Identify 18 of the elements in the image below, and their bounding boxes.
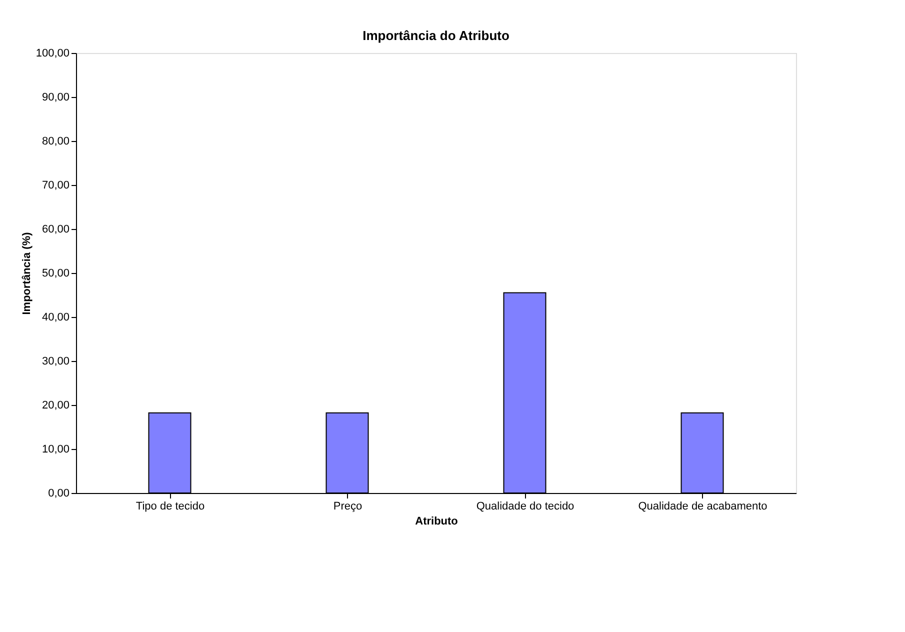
y-tick-label: 30,00 (42, 356, 70, 368)
x-tick-label: Preço (333, 500, 362, 512)
y-tick-label: 10,00 (42, 444, 70, 456)
y-tick-label: 40,00 (42, 312, 70, 324)
x-tick-label: Qualidade do tecido (476, 500, 574, 512)
y-tick-label: 0,00 (48, 488, 70, 500)
y-tick-label: 70,00 (42, 180, 70, 192)
y-axis-title: Importância (%) (20, 232, 33, 315)
x-axis-title: Atributo (415, 516, 458, 528)
y-tick-label: 60,00 (42, 224, 70, 236)
chart-title: Importância do Atributo (362, 28, 510, 43)
y-tick-label: 90,00 (42, 92, 70, 104)
y-tick-label: 80,00 (42, 136, 70, 148)
y-tick-label: 20,00 (42, 400, 70, 412)
x-tick-label: Qualidade de acabamento (638, 500, 768, 512)
y-tick-label: 50,00 (42, 268, 70, 280)
y-tick-label: 100,00 (36, 48, 70, 60)
x-tick-label: Tipo de tecido (136, 500, 205, 512)
